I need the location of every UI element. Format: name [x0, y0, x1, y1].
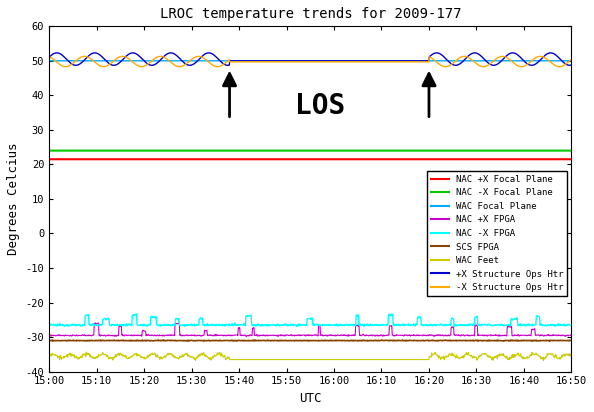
NAC -X FPGA [548, 322, 555, 327]
Line: WAC Feet: WAC Feet [49, 352, 571, 360]
NAC +X Focal Plane [548, 157, 555, 162]
Title: LROC temperature trends for 2009-177: LROC temperature trends for 2009-177 [160, 7, 461, 21]
NAC -X Focal Plane [71, 148, 78, 153]
-X Structure Ops Htr [71, 60, 78, 65]
X-axis label: UTC: UTC [299, 392, 321, 405]
SCS FPGA [548, 338, 555, 343]
WAC Feet [71, 352, 78, 357]
+X Structure Ops Htr [548, 51, 555, 56]
NAC -X FPGA [71, 322, 78, 327]
NAC +X FPGA [46, 332, 53, 337]
SCS FPGA [378, 337, 386, 342]
NAC +X FPGA [568, 333, 575, 338]
WAC Feet [83, 349, 90, 354]
NAC +X FPGA [91, 321, 99, 325]
Line: -X Structure Ops Htr: -X Structure Ops Htr [49, 56, 571, 67]
Line: NAC -X FPGA: NAC -X FPGA [49, 314, 571, 327]
WAC Feet [263, 357, 270, 362]
-X Structure Ops Htr [568, 57, 575, 62]
NAC -X Focal Plane [447, 148, 454, 153]
WAC Focal Plane [568, 59, 575, 63]
WAC Focal Plane [178, 59, 185, 63]
-X Structure Ops Htr [214, 64, 221, 69]
NAC -X FPGA [178, 323, 185, 328]
NAC -X FPGA [86, 322, 93, 327]
Legend: NAC +X Focal Plane, NAC -X Focal Plane, WAC Focal Plane, NAC +X FPGA, NAC -X FPG: NAC +X Focal Plane, NAC -X Focal Plane, … [427, 171, 567, 296]
SCS FPGA [178, 338, 185, 343]
-X Structure Ops Htr [86, 55, 93, 60]
WAC Focal Plane [447, 59, 454, 63]
NAC +X FPGA [86, 333, 93, 338]
WAC Feet [448, 353, 455, 358]
NAC +X Focal Plane [71, 157, 78, 162]
NAC -X FPGA [568, 323, 575, 328]
SCS FPGA [86, 338, 93, 343]
NAC -X Focal Plane [178, 148, 185, 153]
WAC Focal Plane [86, 59, 93, 63]
-X Structure Ops Htr [448, 62, 455, 67]
SCS FPGA [448, 338, 455, 343]
WAC Feet [540, 358, 547, 363]
WAC Focal Plane [46, 59, 53, 63]
+X Structure Ops Htr [179, 59, 186, 63]
WAC Feet [46, 353, 53, 358]
NAC -X Focal Plane [262, 148, 269, 153]
NAC +X Focal Plane [46, 157, 53, 162]
WAC Focal Plane [262, 59, 269, 63]
+X Structure Ops Htr [129, 50, 136, 55]
-X Structure Ops Htr [195, 54, 202, 59]
SCS FPGA [46, 338, 53, 343]
NAC +X Focal Plane [447, 157, 454, 162]
SCS FPGA [185, 339, 192, 344]
+X Structure Ops Htr [263, 59, 270, 63]
NAC -X FPGA [263, 323, 270, 328]
NAC -X FPGA [293, 324, 301, 329]
Text: LOS: LOS [295, 92, 345, 120]
NAC +X FPGA [71, 333, 78, 338]
+X Structure Ops Htr [568, 63, 575, 68]
Y-axis label: Degrees Celcius: Degrees Celcius [7, 143, 20, 255]
WAC Feet [548, 351, 555, 356]
NAC +X Focal Plane [262, 157, 269, 162]
SCS FPGA [263, 338, 270, 343]
WAC Feet [86, 351, 93, 356]
NAC +X Focal Plane [178, 157, 185, 162]
-X Structure Ops Htr [263, 59, 270, 64]
WAC Feet [178, 354, 185, 359]
SCS FPGA [568, 338, 575, 343]
NAC -X Focal Plane [548, 148, 555, 153]
WAC Focal Plane [548, 59, 555, 63]
Line: SCS FPGA: SCS FPGA [49, 340, 571, 341]
+X Structure Ops Htr [86, 53, 93, 58]
NAC +X FPGA [448, 325, 455, 330]
NAC +X FPGA [243, 334, 250, 339]
WAC Focal Plane [71, 59, 78, 63]
NAC +X Focal Plane [86, 157, 93, 162]
+X Structure Ops Htr [46, 55, 53, 60]
NAC -X FPGA [132, 311, 140, 316]
+X Structure Ops Htr [148, 63, 156, 68]
NAC -X FPGA [46, 323, 53, 328]
NAC -X Focal Plane [568, 148, 575, 153]
+X Structure Ops Htr [71, 63, 78, 68]
Line: NAC +X FPGA: NAC +X FPGA [49, 323, 571, 337]
NAC +X Focal Plane [568, 157, 575, 162]
NAC +X FPGA [548, 333, 555, 338]
SCS FPGA [71, 338, 78, 343]
NAC -X Focal Plane [86, 148, 93, 153]
-X Structure Ops Htr [548, 61, 555, 66]
+X Structure Ops Htr [448, 61, 455, 66]
Line: +X Structure Ops Htr: +X Structure Ops Htr [49, 53, 571, 66]
NAC +X FPGA [178, 333, 185, 338]
NAC -X FPGA [448, 316, 455, 321]
-X Structure Ops Htr [46, 54, 53, 59]
-X Structure Ops Htr [178, 64, 185, 69]
WAC Feet [568, 354, 575, 359]
NAC -X Focal Plane [46, 148, 53, 153]
NAC +X FPGA [263, 332, 270, 337]
